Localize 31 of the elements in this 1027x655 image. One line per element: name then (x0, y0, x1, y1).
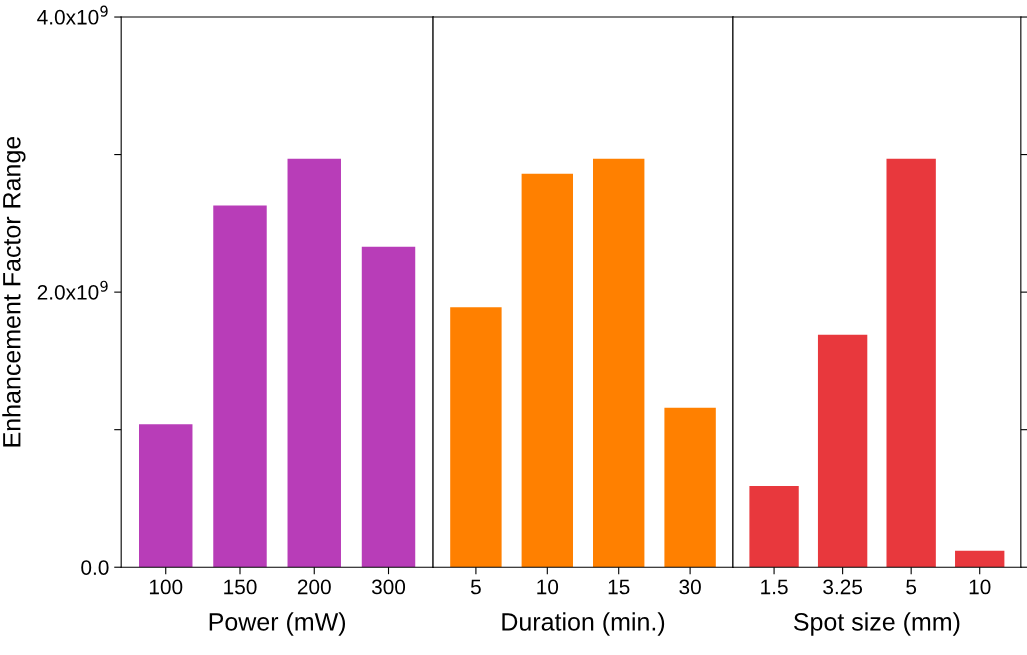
x-axis-title: Power (mW) (209, 612, 346, 636)
bar (450, 307, 502, 568)
bar (664, 407, 716, 568)
y-tick-label: 2.0x10$^{9}$ (37, 280, 108, 300)
y-tick-label: 4.0x10$^{9}$ (37, 5, 108, 25)
x-tick-label: 10 (969, 579, 991, 595)
x-axis-title: Duration (min.) (502, 612, 665, 636)
bar (361, 246, 416, 568)
bar (955, 550, 1005, 568)
bar (593, 158, 645, 568)
x-tick-label: 150 (224, 579, 257, 595)
bar (749, 486, 799, 568)
bar (886, 158, 936, 568)
x-tick-label: 5 (470, 579, 481, 595)
x-tick-label: 15 (608, 579, 630, 595)
bar (213, 205, 267, 568)
bar (139, 424, 193, 568)
bar (817, 334, 868, 568)
y-tick-label: 0.0 (81, 560, 109, 575)
x-tick-label: 5 (906, 579, 917, 595)
x-tick-label: 30 (679, 579, 701, 595)
x-tick-label: 300 (371, 579, 406, 595)
x-tick-label: 200 (297, 579, 331, 595)
x-tick-label: 1.5 (761, 579, 788, 595)
x-tick-label: 100 (149, 579, 183, 595)
x-tick-label: 10 (537, 579, 559, 595)
y-axis-title: Enhancement Factor Range (2, 136, 26, 447)
bar (287, 158, 341, 568)
bar (521, 173, 574, 568)
x-axis-title: Spot size (mm) (794, 612, 960, 636)
x-tick-label: 3.25 (823, 579, 863, 595)
